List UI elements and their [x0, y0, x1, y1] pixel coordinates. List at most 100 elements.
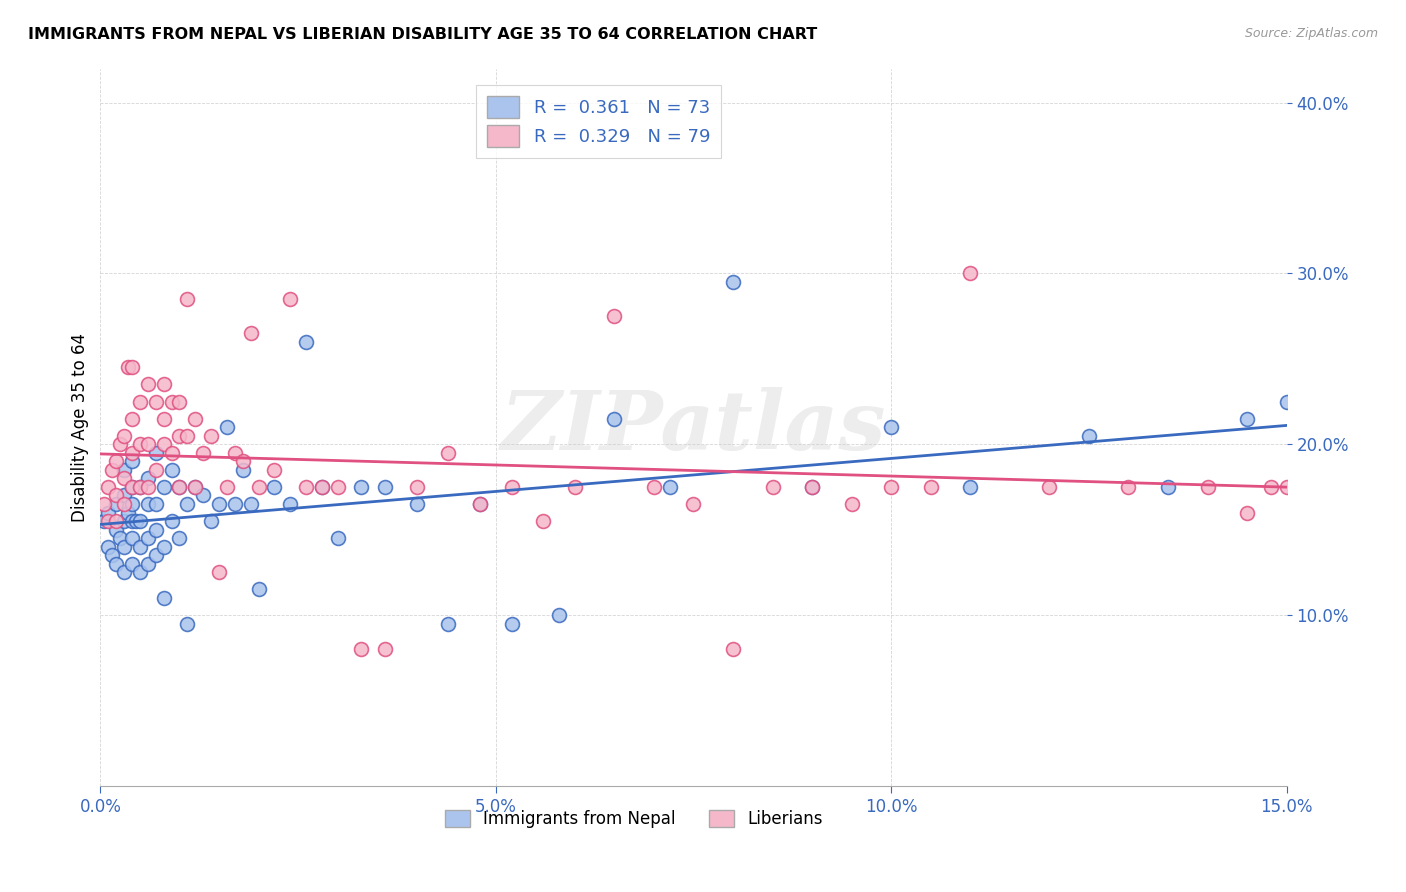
Point — [208, 497, 231, 511]
Point — [101, 463, 124, 477]
Point — [176, 428, 198, 442]
Point — [152, 591, 174, 605]
Point — [184, 411, 207, 425]
Point — [101, 548, 124, 562]
Point — [160, 394, 183, 409]
Point — [326, 480, 349, 494]
Point — [564, 480, 586, 494]
Point — [1323, 480, 1346, 494]
Point — [215, 420, 238, 434]
Point — [145, 446, 167, 460]
Point — [350, 642, 373, 657]
Point — [121, 514, 143, 528]
Point — [350, 480, 373, 494]
Point — [531, 514, 554, 528]
Point — [184, 480, 207, 494]
Point — [295, 480, 318, 494]
Point — [105, 497, 128, 511]
Point — [959, 480, 981, 494]
Point — [136, 557, 159, 571]
Point — [295, 334, 318, 349]
Point — [152, 480, 174, 494]
Point — [278, 292, 301, 306]
Point — [169, 394, 191, 409]
Point — [643, 480, 665, 494]
Point — [176, 497, 198, 511]
Point — [169, 480, 191, 494]
Point — [93, 514, 115, 528]
Y-axis label: Disability Age 35 to 64: Disability Age 35 to 64 — [72, 333, 89, 522]
Point — [1339, 480, 1361, 494]
Point — [548, 607, 571, 622]
Point — [136, 377, 159, 392]
Point — [263, 463, 285, 477]
Point — [1236, 506, 1258, 520]
Point — [105, 454, 128, 468]
Point — [112, 540, 135, 554]
Point — [145, 394, 167, 409]
Point — [128, 566, 150, 580]
Point — [215, 480, 238, 494]
Point — [152, 540, 174, 554]
Point — [501, 480, 523, 494]
Point — [160, 446, 183, 460]
Point — [1157, 480, 1180, 494]
Text: Source: ZipAtlas.com: Source: ZipAtlas.com — [1244, 27, 1378, 40]
Point — [121, 446, 143, 460]
Point — [232, 454, 254, 468]
Point — [1354, 480, 1376, 494]
Point — [145, 463, 167, 477]
Point — [880, 480, 903, 494]
Point — [176, 616, 198, 631]
Point — [247, 480, 270, 494]
Point — [105, 523, 128, 537]
Point — [145, 497, 167, 511]
Point — [437, 446, 460, 460]
Point — [145, 548, 167, 562]
Point — [112, 497, 135, 511]
Point — [311, 480, 333, 494]
Point — [920, 480, 942, 494]
Point — [160, 514, 183, 528]
Point — [603, 411, 626, 425]
Point — [682, 497, 704, 511]
Point — [721, 642, 744, 657]
Point — [169, 480, 191, 494]
Point — [191, 446, 214, 460]
Point — [311, 480, 333, 494]
Point — [128, 540, 150, 554]
Point — [184, 480, 207, 494]
Point — [1371, 411, 1393, 425]
Point — [1236, 411, 1258, 425]
Point — [152, 377, 174, 392]
Text: IMMIGRANTS FROM NEPAL VS LIBERIAN DISABILITY AGE 35 TO 64 CORRELATION CHART: IMMIGRANTS FROM NEPAL VS LIBERIAN DISABI… — [28, 27, 817, 42]
Point — [128, 437, 150, 451]
Point — [105, 557, 128, 571]
Point — [1308, 480, 1330, 494]
Point — [112, 488, 135, 502]
Point — [405, 497, 427, 511]
Point — [112, 514, 135, 528]
Point — [239, 497, 262, 511]
Point — [128, 514, 150, 528]
Point — [374, 642, 396, 657]
Legend: Immigrants from Nepal, Liberians: Immigrants from Nepal, Liberians — [439, 804, 830, 835]
Point — [108, 437, 131, 451]
Point — [232, 463, 254, 477]
Point — [108, 531, 131, 545]
Point — [136, 531, 159, 545]
Point — [169, 428, 191, 442]
Point — [93, 497, 115, 511]
Point — [117, 360, 139, 375]
Point — [128, 480, 150, 494]
Point — [278, 497, 301, 511]
Point — [112, 471, 135, 485]
Point — [121, 411, 143, 425]
Point — [136, 437, 159, 451]
Point — [801, 480, 824, 494]
Point — [405, 480, 427, 494]
Point — [112, 428, 135, 442]
Point — [145, 523, 167, 537]
Point — [121, 531, 143, 545]
Point — [468, 497, 491, 511]
